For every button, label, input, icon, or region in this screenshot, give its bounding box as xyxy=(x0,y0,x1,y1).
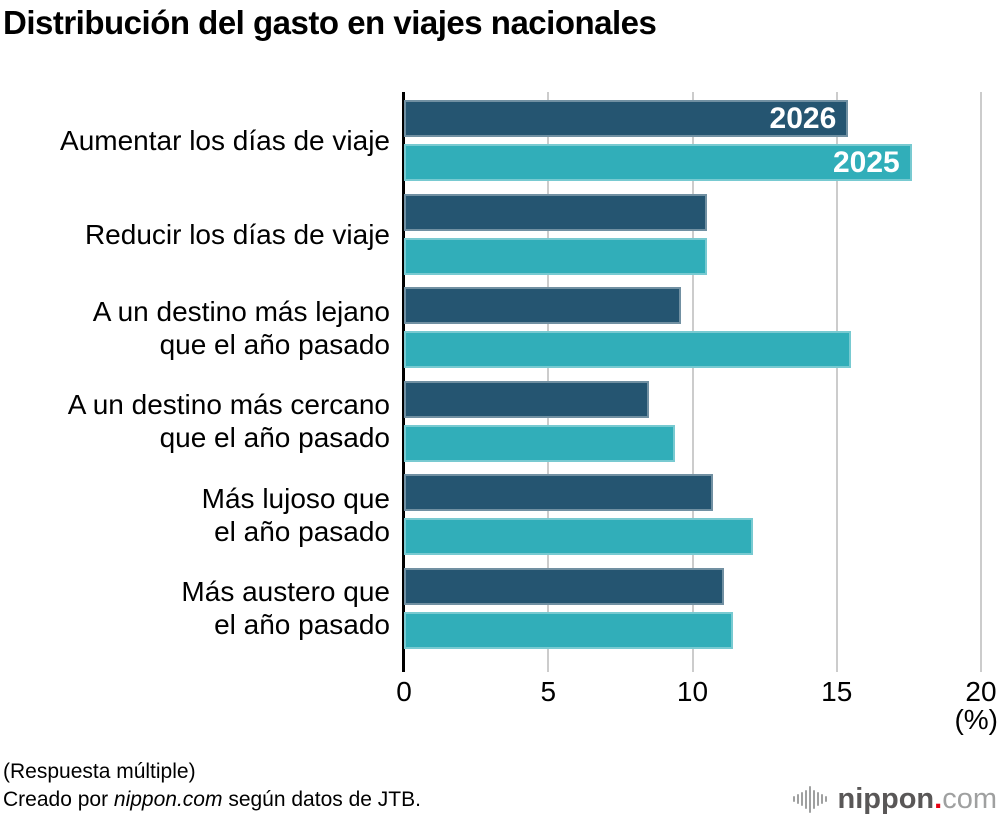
category-label: Reducir los días de viaje xyxy=(0,218,390,251)
logo-tld-text: com xyxy=(942,782,997,815)
category-label: A un destino más lejano que el año pasado xyxy=(0,295,390,361)
series-label-2025: 2025 xyxy=(833,145,900,179)
x-tick-label: 20 xyxy=(965,676,997,707)
category-label-line: Reducir los días de viaje xyxy=(84,218,390,250)
credit-line: Creado por nippon.com según datos de JTB… xyxy=(3,788,421,812)
bar-2025-5 xyxy=(404,611,733,649)
x-tick-label: 10 xyxy=(676,676,709,707)
logo-brand-text: nippon xyxy=(837,782,935,815)
bar-2026-2 xyxy=(404,287,681,324)
chart-title: Distribución del gasto en viajes naciona… xyxy=(3,4,657,41)
credit-suffix: según datos de JTB. xyxy=(222,788,421,811)
footnote: (Respuesta múltiple) xyxy=(3,760,196,783)
bar-2026-4 xyxy=(404,474,713,511)
bar-2026-0: 2026 xyxy=(404,100,849,137)
category-label-line: Más lujoso que xyxy=(201,482,390,514)
category-label: A un destino más cercano que el año pasad… xyxy=(0,388,390,454)
category-label-line: Aumentar los días de viaje xyxy=(60,125,390,156)
bar-2025-2 xyxy=(404,331,852,368)
y-axis-line xyxy=(402,92,405,672)
credit-prefix: Creado por xyxy=(3,788,114,811)
bar-2026-1 xyxy=(404,193,707,231)
category-label-line: A un destino más cercano xyxy=(67,389,390,420)
category-label: Más lujoso que el año pasado xyxy=(0,482,390,548)
logo-dot: . xyxy=(934,782,943,815)
bar-2025-1 xyxy=(404,237,707,275)
gridline xyxy=(691,92,694,672)
x-tick-label: 15 xyxy=(821,676,853,707)
category-label: Más austero que el año pasado xyxy=(0,575,390,641)
bar-2025-0: 2025 xyxy=(404,144,912,181)
x-tick-label: 5 xyxy=(540,676,557,707)
category-label-line: que el año pasado xyxy=(159,422,390,453)
category-label-line: que el año pasado xyxy=(159,328,390,360)
bar-2026-5 xyxy=(404,567,725,605)
x-tick-label: 0 xyxy=(396,676,412,707)
bar-2025-3 xyxy=(404,424,676,462)
category-label-line: A un destino más lejano xyxy=(92,295,390,327)
bar-2025-4 xyxy=(404,518,754,555)
credit-source: nippon.com xyxy=(113,788,223,811)
category-label: Aumentar los días de viaje xyxy=(0,124,390,157)
category-label-line: Más austero que xyxy=(181,576,390,607)
gridline xyxy=(980,92,982,672)
series-label-2026: 2026 xyxy=(769,101,837,135)
category-label-line: el año pasado xyxy=(214,515,390,547)
soundwave-icon xyxy=(792,785,829,813)
bar-2026-3 xyxy=(404,380,650,418)
x-axis-unit-label: (%) xyxy=(954,704,998,735)
category-label-line: el año pasado xyxy=(214,609,390,640)
nippon-logo: nippon . com xyxy=(792,780,997,818)
gridline xyxy=(835,92,838,672)
